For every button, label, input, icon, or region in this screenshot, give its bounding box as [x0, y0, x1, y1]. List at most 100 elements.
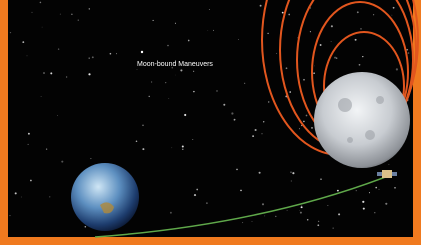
star	[58, 48, 59, 49]
star	[234, 119, 236, 121]
star	[60, 14, 61, 15]
star	[252, 135, 254, 137]
star	[41, 96, 42, 97]
star	[318, 221, 319, 222]
star	[206, 202, 208, 204]
star	[388, 164, 389, 165]
scene: Moon-bound Maneuvers	[0, 0, 421, 245]
star	[303, 121, 305, 123]
star	[259, 172, 261, 174]
star	[260, 5, 262, 7]
star	[192, 139, 193, 140]
star	[328, 205, 329, 206]
star	[89, 57, 90, 58]
star	[15, 192, 17, 194]
star	[28, 144, 29, 145]
star	[171, 147, 172, 148]
star	[151, 82, 152, 83]
star	[331, 25, 333, 27]
star	[22, 41, 24, 43]
star	[408, 52, 410, 54]
star	[90, 158, 91, 159]
star	[40, 2, 42, 4]
star	[216, 90, 217, 91]
star	[175, 75, 176, 76]
star	[71, 14, 72, 15]
star	[116, 53, 117, 54]
star	[170, 212, 172, 214]
star	[223, 104, 225, 106]
star	[311, 127, 313, 129]
star	[236, 169, 238, 171]
star	[10, 32, 11, 33]
star	[299, 128, 300, 129]
star	[393, 7, 395, 9]
star	[289, 91, 291, 93]
star	[27, 55, 28, 56]
star	[303, 79, 305, 81]
star	[288, 14, 290, 16]
star	[374, 212, 375, 213]
star	[28, 133, 30, 135]
star	[360, 28, 361, 29]
star	[9, 215, 10, 216]
star	[255, 129, 257, 131]
star	[61, 161, 63, 163]
star	[268, 101, 269, 102]
star	[252, 221, 253, 222]
star	[276, 53, 277, 54]
star	[317, 224, 319, 226]
star	[57, 115, 58, 116]
star	[168, 98, 169, 99]
star	[334, 57, 336, 59]
star	[184, 114, 186, 116]
star	[275, 216, 276, 217]
star	[149, 96, 150, 97]
star	[231, 112, 233, 114]
page: Moon-bound Maneuvers (() => { const data…	[0, 0, 421, 245]
star	[43, 72, 45, 74]
star	[338, 213, 340, 215]
star	[213, 30, 214, 31]
star	[336, 58, 337, 59]
star	[263, 121, 264, 122]
star	[240, 190, 242, 192]
moon	[314, 72, 410, 168]
star	[30, 180, 32, 182]
star	[282, 12, 284, 14]
star	[21, 197, 22, 198]
star	[396, 68, 398, 70]
star	[196, 189, 198, 191]
star	[89, 8, 90, 9]
star	[394, 187, 396, 189]
star	[307, 219, 309, 221]
star	[375, 187, 377, 189]
star	[182, 149, 183, 150]
star	[242, 222, 243, 223]
star	[46, 148, 47, 149]
star	[313, 72, 315, 74]
earth	[71, 163, 139, 231]
star	[356, 190, 357, 191]
star	[88, 73, 90, 75]
star	[301, 206, 303, 208]
star	[262, 203, 264, 205]
star	[300, 212, 302, 214]
star	[209, 9, 210, 10]
star	[363, 208, 365, 210]
star	[267, 33, 268, 34]
star	[287, 210, 288, 211]
star	[244, 83, 245, 84]
star	[292, 172, 294, 174]
star	[385, 203, 387, 205]
star	[331, 41, 332, 42]
star	[153, 20, 154, 21]
star	[167, 45, 169, 47]
star	[193, 91, 194, 92]
star	[264, 216, 265, 217]
star	[180, 69, 182, 71]
star	[369, 192, 370, 193]
star	[207, 30, 208, 31]
star	[50, 72, 52, 74]
star	[362, 201, 364, 203]
